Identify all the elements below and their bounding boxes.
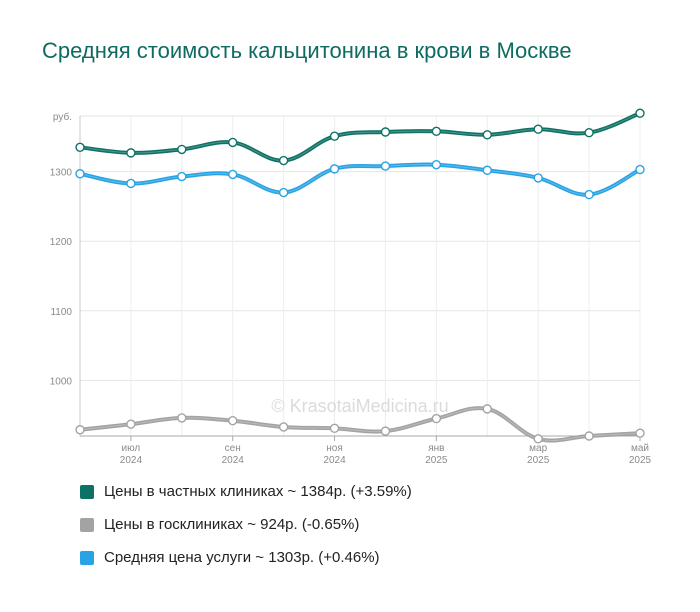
series-0-point[interactable] bbox=[533, 124, 543, 134]
x-tick-label-month: май bbox=[631, 443, 649, 454]
series-2-point[interactable] bbox=[278, 422, 289, 432]
series-2-point[interactable] bbox=[533, 434, 543, 444]
series-0-point[interactable] bbox=[278, 155, 289, 166]
series-1-point[interactable] bbox=[177, 171, 187, 182]
series-2-point[interactable] bbox=[126, 419, 136, 429]
x-tick-label-year: 2024 bbox=[222, 455, 245, 466]
series-1-point[interactable] bbox=[431, 159, 442, 170]
watermark: © KrasotaiMedicina.ru bbox=[271, 396, 448, 416]
x-tick-label-month: янв bbox=[428, 443, 444, 454]
series-0-line-highlight bbox=[79, 112, 641, 162]
x-tick-label-month: июл bbox=[122, 443, 141, 454]
x-tick-label-month: ноя bbox=[326, 443, 343, 454]
series-1-point[interactable] bbox=[278, 187, 289, 198]
series-1-point[interactable] bbox=[635, 164, 645, 175]
legend-label-average: Средняя цена услуги ~ 1303р. (+0.46%) bbox=[104, 549, 380, 566]
series-0-point[interactable] bbox=[126, 148, 136, 158]
series-0-point[interactable] bbox=[177, 144, 187, 155]
x-tick-label-year: 2024 bbox=[323, 455, 346, 466]
series-0-point[interactable] bbox=[431, 126, 442, 137]
series-2-point[interactable] bbox=[329, 423, 340, 434]
series-1-point[interactable] bbox=[380, 161, 391, 171]
x-tick-label-year: 2024 bbox=[120, 455, 143, 466]
series-1-point[interactable] bbox=[482, 165, 492, 175]
series-0-line bbox=[78, 111, 642, 163]
series-1-point[interactable] bbox=[584, 189, 594, 200]
series-1-line-highlight bbox=[79, 163, 641, 196]
x-tick-label-month: мар bbox=[529, 443, 547, 454]
series-0-point[interactable] bbox=[482, 130, 492, 140]
series-0-point[interactable] bbox=[380, 127, 391, 137]
series-1-point[interactable] bbox=[75, 169, 85, 179]
series-2-point[interactable] bbox=[482, 404, 492, 414]
series-2-point[interactable] bbox=[177, 413, 187, 423]
legend-swatch-average bbox=[80, 551, 94, 565]
legend-label-private: Цены в частных клиниках ~ 1384р. (+3.59%… bbox=[104, 483, 412, 500]
legend-swatch-public bbox=[80, 518, 94, 532]
series-0-point[interactable] bbox=[635, 108, 645, 118]
series-2-point[interactable] bbox=[75, 425, 85, 435]
x-tick-label-year: 2025 bbox=[527, 455, 550, 466]
chart-title: Средняя стоимость кальцитонина в крови в… bbox=[42, 38, 572, 63]
series-0-point[interactable] bbox=[329, 131, 340, 141]
y-tick-label: 1200 bbox=[50, 237, 73, 248]
series-1-point[interactable] bbox=[228, 169, 238, 180]
legend-swatch-private bbox=[80, 485, 94, 499]
legend-label-public: Цены в госклиниках ~ 924р. (-0.65%) bbox=[104, 516, 360, 533]
series-1-point[interactable] bbox=[126, 178, 136, 189]
series-2-point[interactable] bbox=[431, 413, 442, 424]
series-2-point[interactable] bbox=[584, 431, 594, 441]
x-tick-label-month: сен bbox=[225, 443, 241, 454]
y-unit-label: руб. bbox=[53, 111, 72, 123]
y-tick-label: 1300 bbox=[50, 168, 73, 179]
series-2-point[interactable] bbox=[635, 428, 645, 438]
series-1-point[interactable] bbox=[329, 164, 340, 174]
series-0-point[interactable] bbox=[584, 127, 594, 138]
series-0-point[interactable] bbox=[75, 142, 85, 153]
y-tick-label: 1000 bbox=[50, 376, 73, 387]
series-1-point[interactable] bbox=[533, 173, 543, 183]
series-2-point[interactable] bbox=[228, 415, 238, 426]
y-tick-label: 1100 bbox=[50, 307, 72, 318]
x-tick-label-year: 2025 bbox=[629, 455, 652, 466]
x-tick-label-year: 2025 bbox=[425, 455, 448, 466]
series-2-point[interactable] bbox=[380, 426, 391, 436]
series-0-point[interactable] bbox=[228, 137, 238, 148]
